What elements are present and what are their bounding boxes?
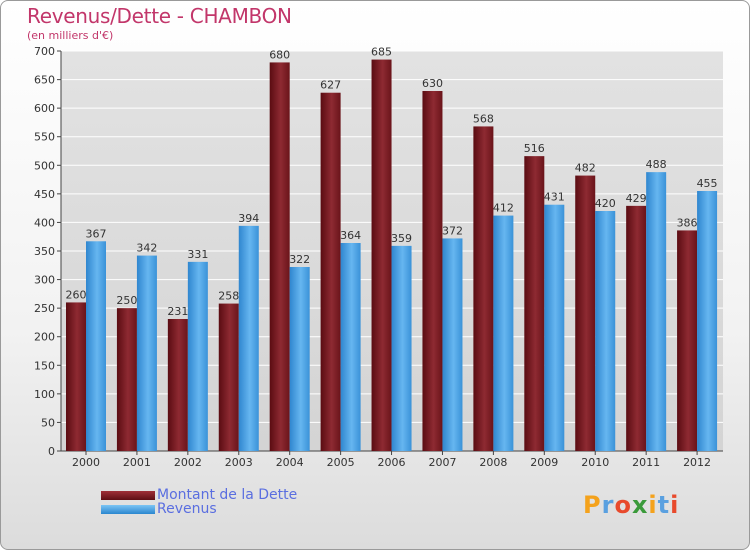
bar-revenue bbox=[544, 204, 565, 451]
bar-revenue bbox=[289, 267, 310, 451]
bar-revenue bbox=[442, 238, 463, 451]
legend-item-debt: Montant de la Dette bbox=[101, 487, 297, 503]
proxiti-logo: Proxiti bbox=[583, 491, 680, 519]
data-label-revenue: 431 bbox=[544, 191, 565, 204]
x-tick-label: 2010 bbox=[581, 456, 609, 469]
x-tick-label: 2000 bbox=[72, 456, 100, 469]
data-label-revenue: 420 bbox=[595, 197, 616, 210]
bar-debt bbox=[575, 175, 596, 452]
legend-label-debt: Montant de la Dette bbox=[157, 487, 298, 503]
data-label-revenue: 412 bbox=[493, 202, 514, 215]
bar-revenue bbox=[86, 241, 106, 451]
y-tick-label: 500 bbox=[34, 159, 55, 172]
x-tick-label: 2007 bbox=[428, 456, 456, 469]
bar-debt bbox=[677, 230, 698, 451]
bar-revenue bbox=[340, 243, 361, 451]
bar-revenue bbox=[646, 172, 667, 451]
x-tick-label: 2011 bbox=[632, 456, 660, 469]
bar-debt bbox=[473, 126, 494, 451]
data-label-revenue: 342 bbox=[136, 242, 157, 255]
y-tick-label: 150 bbox=[34, 359, 55, 372]
data-label-debt: 516 bbox=[524, 142, 545, 155]
chart-subtitle: (en milliers d'€) bbox=[27, 29, 114, 42]
data-label-revenue: 394 bbox=[238, 212, 259, 225]
data-label-debt: 250 bbox=[116, 294, 137, 307]
x-tick-label: 2008 bbox=[479, 456, 507, 469]
x-tick-label: 2001 bbox=[123, 456, 151, 469]
data-label-revenue: 364 bbox=[340, 229, 361, 242]
bar-revenue bbox=[238, 225, 259, 451]
x-tick-label: 2012 bbox=[683, 456, 711, 469]
y-tick-label: 300 bbox=[34, 274, 55, 287]
bar-debt bbox=[116, 308, 137, 451]
y-tick-label: 600 bbox=[34, 102, 55, 115]
bar-debt bbox=[626, 205, 647, 451]
y-tick-label: 50 bbox=[41, 416, 55, 429]
data-label-debt: 630 bbox=[422, 77, 443, 90]
chart-title: Revenus/Dette - CHAMBON bbox=[27, 4, 292, 28]
bar-debt bbox=[422, 91, 443, 451]
data-label-revenue: 455 bbox=[697, 177, 718, 190]
bar-revenue bbox=[697, 191, 718, 451]
legend-item-revenue: Revenus bbox=[101, 501, 217, 517]
data-label-revenue: 488 bbox=[646, 158, 667, 171]
data-label-revenue: 322 bbox=[289, 253, 310, 266]
data-label-debt: 627 bbox=[320, 79, 341, 92]
x-tick-label: 2006 bbox=[378, 456, 406, 469]
data-label-debt: 258 bbox=[218, 290, 239, 303]
data-label-debt: 680 bbox=[269, 48, 290, 61]
data-label-debt: 386 bbox=[677, 216, 698, 229]
bar-debt bbox=[66, 302, 86, 451]
bar-debt bbox=[167, 319, 188, 451]
data-label-revenue: 331 bbox=[187, 248, 208, 261]
x-tick-label: 2005 bbox=[327, 456, 355, 469]
data-label-debt: 482 bbox=[575, 162, 596, 175]
bar-revenue bbox=[187, 261, 208, 451]
data-label-debt: 568 bbox=[473, 112, 494, 125]
data-label-revenue: 372 bbox=[442, 224, 463, 237]
bar-debt bbox=[371, 59, 392, 451]
y-tick-label: 200 bbox=[34, 331, 55, 344]
data-label-debt: 685 bbox=[371, 46, 392, 59]
y-tick-label: 250 bbox=[34, 302, 55, 315]
x-tick-label: 2004 bbox=[276, 456, 304, 469]
data-label-revenue: 367 bbox=[86, 227, 107, 240]
legend-swatch-debt bbox=[101, 490, 155, 500]
legend-swatch-revenue bbox=[101, 504, 155, 514]
y-tick-label: 450 bbox=[34, 188, 55, 201]
y-tick-label: 700 bbox=[34, 45, 55, 58]
x-tick-label: 2002 bbox=[174, 456, 202, 469]
y-tick-label: 400 bbox=[34, 216, 55, 229]
data-label-debt: 231 bbox=[167, 305, 188, 318]
y-tick-label: 0 bbox=[48, 445, 55, 458]
y-tick-label: 550 bbox=[34, 131, 55, 144]
bar-revenue bbox=[136, 255, 157, 451]
data-label-revenue: 359 bbox=[391, 232, 412, 245]
x-tick-label: 2009 bbox=[530, 456, 558, 469]
bar-debt bbox=[269, 62, 290, 452]
y-tick-label: 350 bbox=[34, 245, 55, 258]
data-label-debt: 429 bbox=[626, 192, 647, 205]
data-label-debt: 260 bbox=[66, 288, 87, 301]
bar-revenue bbox=[391, 245, 412, 451]
bar-debt bbox=[218, 303, 239, 451]
y-tick-label: 100 bbox=[34, 388, 55, 401]
legend-label-revenue: Revenus bbox=[157, 501, 217, 517]
x-tick-label: 2003 bbox=[225, 456, 253, 469]
y-tick-label: 650 bbox=[34, 74, 55, 87]
bar-debt bbox=[524, 156, 545, 451]
bar-revenue bbox=[493, 215, 514, 451]
bar-debt bbox=[320, 92, 341, 451]
bar-revenue bbox=[595, 211, 616, 451]
